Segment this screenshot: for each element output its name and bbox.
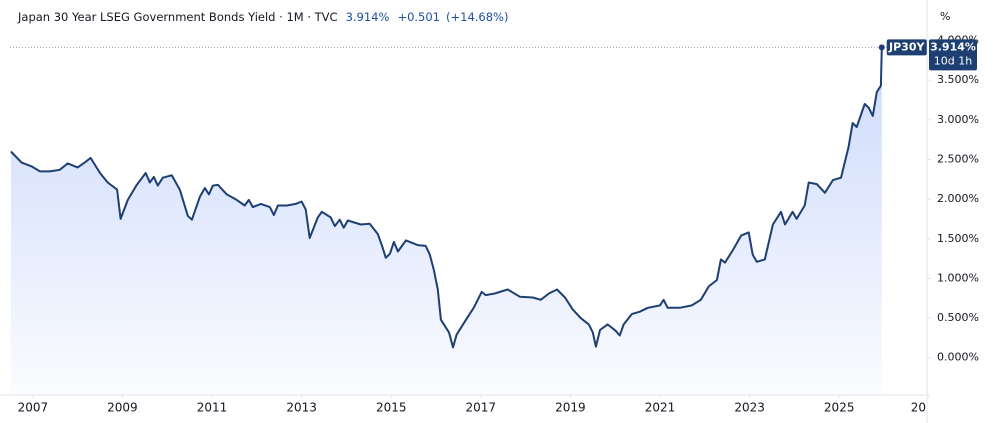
line — [10, 47, 883, 349]
x-tick-label: 2007 — [18, 401, 49, 415]
y-tick-label: 0.500% — [937, 311, 979, 324]
x-tick-label: 2011 — [197, 401, 228, 415]
x-tick-labels: 2007 2009 2011 2013 2015 2017 2019 2021 2023 2025… — [18, 401, 926, 415]
x-tick-label: 2009 — [107, 401, 138, 415]
x-tick-label: 20 — [911, 401, 926, 415]
x-tick-label: 2025 — [824, 401, 855, 415]
change: +0.501 — [397, 10, 440, 24]
y-tick-label: 3.500% — [937, 73, 979, 86]
y-tick-label: 1.500% — [937, 232, 979, 245]
x-tick-label: 2015 — [376, 401, 407, 415]
y-tick-label: 1.000% — [937, 271, 979, 284]
area-fill — [10, 47, 882, 396]
change-percent: (+14.68%) — [446, 10, 508, 24]
x-tick-label: 2017 — [466, 401, 497, 415]
x-tick-label: 2013 — [286, 401, 317, 415]
x-tick-label: 2023 — [734, 401, 765, 415]
price-tag-countdown: 10d 1h — [934, 54, 972, 67]
symbol-tag-text: JP30Y — [888, 40, 925, 53]
last-value: 3.914% — [346, 10, 390, 24]
price-tag — [929, 39, 977, 71]
y-tick-label: 3.000% — [937, 113, 979, 126]
plot: 2007 2009 2011 2013 2015 2017 2019 2021 2023 2025… — [0, 0, 979, 423]
y-tick-label: 2.500% — [937, 152, 979, 165]
symbol-tag — [886, 39, 927, 56]
price-tag-value: 3.914% — [930, 40, 976, 53]
chart-title: Japan 30 Year LSEG Government Bonds Yiel… — [17, 10, 338, 24]
y-tick-label: 2.000% — [937, 192, 979, 205]
y-tick-label: 0.000% — [937, 351, 979, 364]
y-unit-label: % — [940, 10, 950, 23]
chart-header: Japan 30 Year LSEG Government Bonds Yiel… — [17, 10, 508, 24]
last-point — [878, 44, 885, 51]
x-tick-label: 2019 — [555, 401, 586, 415]
x-tick-label: 2021 — [645, 401, 676, 415]
